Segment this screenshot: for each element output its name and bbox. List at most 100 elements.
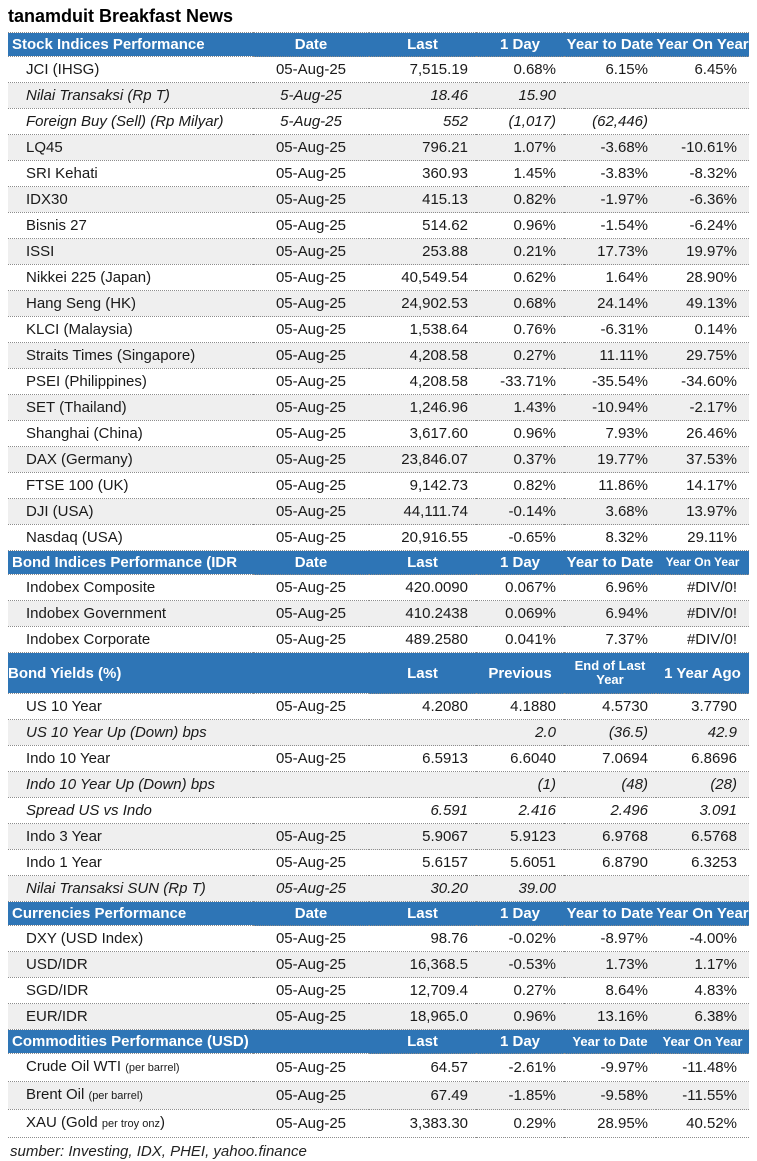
- cell-value: -9.97%: [600, 1059, 648, 1076]
- cell-value: 5.9067: [422, 828, 468, 845]
- cell-value: 4,208.58: [409, 347, 468, 364]
- column-header: Date: [294, 36, 328, 53]
- column-header: Last: [407, 554, 438, 571]
- column-header: Year to Date: [566, 36, 654, 53]
- cell-value: 6.5768: [691, 828, 737, 845]
- cell-value: [369, 720, 476, 746]
- cell-value: -8.32%: [689, 165, 737, 182]
- cell-date: 5-Aug-25: [280, 87, 342, 104]
- cell-value: #DIV/0!: [686, 605, 737, 622]
- cell-value: 19.77%: [597, 451, 648, 468]
- cell-value: 0.68%: [513, 295, 556, 312]
- cell-value: #DIV/0!: [686, 579, 737, 596]
- section-header-row: Commodities Performance (USD) Last 1 Day Ye…: [8, 1029, 749, 1054]
- column-header: Year On Year: [656, 905, 749, 922]
- row-label-part: Crude Oil WTI: [26, 1058, 126, 1075]
- cell-value: -1.97%: [600, 191, 648, 208]
- cell-value: 30.20: [430, 880, 468, 897]
- cell-value: 410.2438: [405, 605, 468, 622]
- cell-value: -6.31%: [600, 321, 648, 338]
- cell-value: -0.02%: [508, 930, 556, 947]
- row-label: DAX (Germany): [26, 451, 133, 468]
- cell-value: -35.54%: [592, 373, 648, 390]
- cell-value: 24.14%: [597, 295, 648, 312]
- cell-value: 0.68%: [513, 61, 556, 78]
- column-header: Last: [407, 36, 438, 53]
- cell-date: 05-Aug-25: [275, 631, 347, 648]
- table-row: XAU (Gold per troy onz) 05-Aug-25 3,383.30…: [8, 1110, 749, 1138]
- cell-date: [253, 720, 369, 746]
- column-header: Date: [294, 905, 328, 922]
- cell-value: -3.83%: [600, 165, 648, 182]
- cell-date: 05-Aug-25: [275, 139, 347, 156]
- cell-value: 0.27%: [513, 347, 556, 364]
- cell-value: 1,246.96: [409, 399, 468, 416]
- cell-value: 4,208.58: [409, 373, 468, 390]
- row-label: LQ45: [26, 139, 63, 156]
- cell-value: 6.45%: [694, 61, 737, 78]
- table-row: Indobex Government 05-Aug-25 410.2438 0.069…: [8, 600, 749, 627]
- cell-date: 05-Aug-25: [275, 1087, 347, 1104]
- section-title: Bond Yields (%): [8, 664, 122, 682]
- cell-value: 0.069%: [505, 605, 556, 622]
- cell-value: 20,916.55: [401, 529, 468, 546]
- cell-value: 67.49: [430, 1087, 468, 1104]
- cell-value: (1): [537, 776, 556, 793]
- cell-date: 05-Aug-25: [275, 61, 347, 78]
- table-row: DXY (USD Index) 05-Aug-25 98.76 -0.02% -8.97…: [8, 926, 749, 952]
- cell-value: 2.496: [610, 802, 648, 819]
- cell-value: 98.76: [430, 930, 468, 947]
- cell-value: 39.00: [518, 880, 556, 897]
- cell-value: 6.3253: [691, 854, 737, 871]
- row-label: US 10 Year Up (Down) bps: [26, 724, 207, 741]
- cell-value: 3,617.60: [409, 425, 468, 442]
- cell-value: 1.64%: [605, 269, 648, 286]
- row-label: Nasdaq (USA): [26, 529, 123, 546]
- row-label-part: ): [159, 1114, 165, 1131]
- cell-value: 14.17%: [686, 477, 737, 494]
- cell-value: -11.55%: [682, 1087, 737, 1104]
- row-label-part: per troy onz: [101, 1118, 160, 1130]
- section: Stock Indices Performance Date Last 1 Day Ye…: [8, 32, 749, 551]
- cell-value: 4.5730: [602, 698, 648, 715]
- cell-value: 7.93%: [605, 425, 648, 442]
- cell-value: 16,368.5: [409, 956, 468, 973]
- cell-value: 0.041%: [505, 631, 556, 648]
- cell-date: 05-Aug-25: [275, 956, 347, 973]
- row-label: SGD/IDR: [26, 982, 89, 999]
- cell-date: 05-Aug-25: [275, 269, 347, 286]
- cell-date: 05-Aug-25: [275, 243, 347, 260]
- cell-value: 29.75%: [686, 347, 737, 364]
- cell-value: [369, 772, 476, 798]
- cell-value: 42.9: [707, 724, 737, 741]
- column-header: 1 Day: [499, 36, 541, 53]
- cell-date: 05-Aug-25: [275, 529, 347, 546]
- cell-value: 6.15%: [605, 61, 648, 78]
- column-header: Last: [407, 905, 438, 922]
- row-label: Hang Seng (HK): [26, 295, 137, 312]
- section-header-row: Bond Indices Performance (IDR Date Last 1 D…: [8, 550, 749, 575]
- row-label: ISSI: [26, 243, 55, 260]
- row-label-part: (per barrel): [88, 1090, 143, 1102]
- cell-value: 8.64%: [605, 982, 648, 999]
- cell-value: [564, 876, 656, 902]
- cell-value: (48): [621, 776, 648, 793]
- cell-value: 552: [442, 113, 468, 130]
- table-row: Nasdaq (USA) 05-Aug-25 20,916.55 -0.65% 8.32…: [8, 525, 749, 551]
- cell-value: -9.58%: [600, 1087, 648, 1104]
- cell-value: (1,017): [508, 113, 556, 130]
- cell-value: 0.82%: [513, 477, 556, 494]
- table-row: Shanghai (China) 05-Aug-25 3,617.60 0.96% 7.…: [8, 421, 749, 447]
- table-row: SGD/IDR 05-Aug-25 12,709.4 0.27% 8.64% 4.83%: [8, 978, 749, 1004]
- cell-value: 9,142.73: [409, 477, 468, 494]
- cell-value: 17.73%: [597, 243, 648, 260]
- section-header-row: Bond Yields (%) Last Previous End of Last Y…: [8, 652, 749, 694]
- cell-date: 05-Aug-25: [275, 1008, 347, 1025]
- section-title: Stock Indices Performance: [12, 36, 205, 53]
- column-header: 1 Day: [499, 554, 541, 571]
- column-header: Date: [294, 554, 328, 571]
- cell-value: -4.00%: [689, 930, 737, 947]
- row-label: IDX30: [26, 191, 68, 208]
- table-row: Crude Oil WTI (per barrel) 05-Aug-25 64.57…: [8, 1054, 749, 1082]
- cell-value: 64.57: [430, 1059, 468, 1076]
